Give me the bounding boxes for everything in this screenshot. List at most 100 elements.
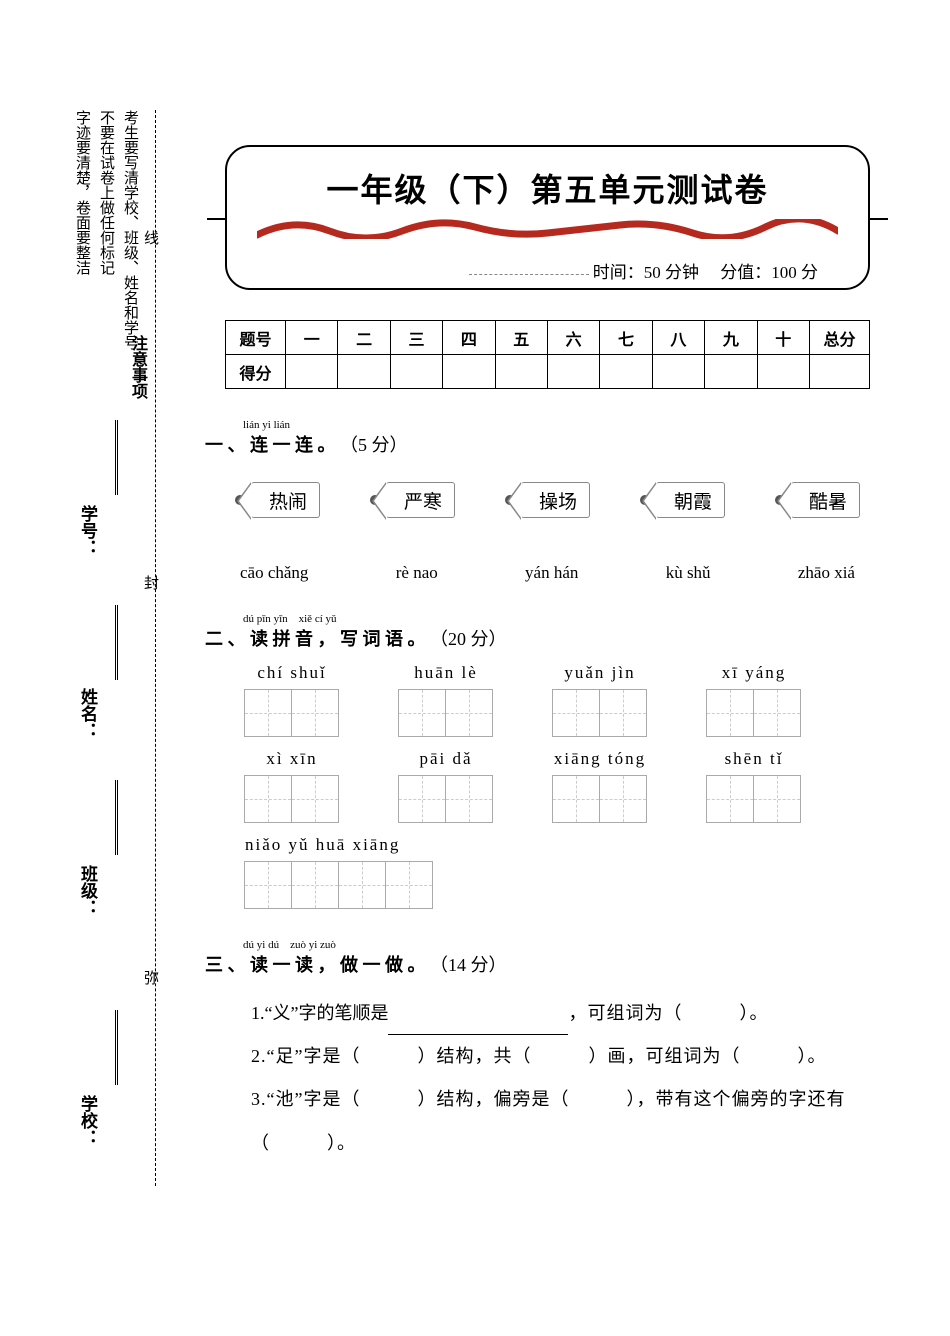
field-xingming: 姓名： <box>75 688 100 739</box>
pinyin: xì xīn <box>266 749 317 769</box>
col-total: 总分 <box>810 321 870 355</box>
title-banner: 一年级（下）第五单元测试卷 时间：50 分钟 分值：100 分 <box>225 145 870 290</box>
score-table: 题号 一 二 三 四 五 六 七 八 九 十 总分 得分 <box>225 320 870 389</box>
main-content: 一年级（下）第五单元测试卷 时间：50 分钟 分值：100 分 题号 一 二 <box>225 145 870 1165</box>
q3-items: 1.“义”字的笔顺是，可组词为（ ）。 2.“足”字是（ ）结构，共（ ）画，可… <box>225 992 870 1165</box>
q2-number: 二 、 <box>205 629 246 649</box>
paper-title: 一年级（下）第五单元测试卷 <box>257 165 838 211</box>
q2-title: dú pīn yīn xiě cí yǔ 二 、 读 拼 音 ， 写 词 语 。… <box>205 613 870 651</box>
q2-row-1: chí shuǐ huān lè yuǎn jìn xī yáng <box>225 663 870 737</box>
blank-line <box>115 780 118 855</box>
q1-title: lián yi lián 一 、 连 一 连 。 （5 分） <box>205 419 870 457</box>
instruction-3: 字迹要清楚，卷面要整洁 <box>74 110 90 275</box>
cell[interactable] <box>338 355 390 389</box>
question-3: dú yi dú zuò yi zuò 三 、 读 一 读 ， 做 一 做 。 … <box>225 939 870 1165</box>
wave-decoration <box>257 219 838 239</box>
q2-text: 读 拼 音 ， 写 词 语 。 <box>250 629 426 649</box>
cell[interactable] <box>443 355 495 389</box>
tag-item[interactable]: 酷暑 <box>775 482 860 518</box>
q1-pinyin-row: cāo chǎng rè nao yán hán kù shǔ zhāo xiá <box>225 563 870 583</box>
marker-mi: 弥 <box>140 970 161 985</box>
word-group: pāi dǎ <box>399 749 493 823</box>
char-boxes[interactable] <box>553 689 647 737</box>
char-boxes[interactable] <box>245 689 339 737</box>
cell[interactable] <box>600 355 652 389</box>
col-10: 十 <box>757 321 809 355</box>
fold-line <box>155 110 156 1186</box>
col-6: 六 <box>547 321 599 355</box>
q2-row-2: xì xīn pāi dǎ xiāng tóng shēn tǐ <box>225 749 870 823</box>
col-2: 二 <box>338 321 390 355</box>
word-group: niǎo yǔ huā xiāng <box>245 835 433 909</box>
col-1: 一 <box>286 321 338 355</box>
char-boxes[interactable] <box>245 861 433 909</box>
cell[interactable] <box>810 355 870 389</box>
char-boxes[interactable] <box>553 775 647 823</box>
pinyin-option[interactable]: rè nao <box>396 563 438 583</box>
q1-tags: 热闹 严寒 操场 朝霞 酷暑 <box>225 482 870 518</box>
test-paper-page: 考生要写清学校、班级、姓名和学号 不要在试卷上做任何标记 字迹要清楚，卷面要整洁… <box>0 0 950 1336</box>
col-5: 五 <box>495 321 547 355</box>
field-xuexiao: 学校： <box>75 1095 100 1146</box>
q3-points: （14 分） <box>430 955 507 975</box>
cell[interactable] <box>652 355 704 389</box>
blank-line <box>115 420 118 495</box>
time-label: 时间：50 分钟 <box>593 263 699 282</box>
score-header-row: 题号 一 二 三 四 五 六 七 八 九 十 总分 <box>226 321 870 355</box>
pinyin: niǎo yǔ huā xiāng <box>245 835 400 855</box>
col-8: 八 <box>652 321 704 355</box>
score-value-row: 得分 <box>226 355 870 389</box>
q1-ruby: lián yi lián <box>205 419 870 431</box>
instruction-1: 考生要写清学校、班级、姓名和学号 <box>122 110 138 350</box>
tag-item[interactable]: 操场 <box>505 482 590 518</box>
col-7: 七 <box>600 321 652 355</box>
word-group: xì xīn <box>245 749 339 823</box>
tag-label: 严寒 <box>386 482 455 518</box>
row-label: 得分 <box>226 355 286 389</box>
q3-item-1: 1.“义”字的笔顺是，可组词为（ ）。 <box>251 992 870 1035</box>
cell[interactable] <box>495 355 547 389</box>
col-9: 九 <box>705 321 757 355</box>
tag-label: 朝霞 <box>656 482 725 518</box>
char-boxes[interactable] <box>707 775 801 823</box>
instruction-2: 不要在试卷上做任何标记 <box>98 110 114 275</box>
meta-line: 时间：50 分钟 分值：100 分 <box>257 258 838 283</box>
q2-row-3: niǎo yǔ huā xiāng <box>225 835 870 909</box>
q3-number: 三 、 <box>205 955 246 975</box>
blank-line <box>115 605 118 680</box>
pinyin: chí shuǐ <box>257 663 326 683</box>
field-banji: 班级： <box>75 865 100 916</box>
char-boxes[interactable] <box>399 775 493 823</box>
tag-item[interactable]: 热闹 <box>235 482 320 518</box>
col-label: 题号 <box>226 321 286 355</box>
col-3: 三 <box>390 321 442 355</box>
char-boxes[interactable] <box>245 775 339 823</box>
pinyin: pāi dǎ <box>419 749 472 769</box>
pinyin: xī yáng <box>722 663 787 683</box>
q3-title: dú yi dú zuò yi zuò 三 、 读 一 读 ， 做 一 做 。 … <box>205 939 870 977</box>
char-boxes[interactable] <box>707 689 801 737</box>
pinyin: shēn tǐ <box>725 749 784 769</box>
cell[interactable] <box>705 355 757 389</box>
score-label: 分值：100 分 <box>720 263 818 282</box>
word-group: xī yáng <box>707 663 801 737</box>
field-xuehao: 学号： <box>75 505 100 556</box>
tag-label: 热闹 <box>251 482 320 518</box>
pinyin-option[interactable]: kù shǔ <box>666 563 711 583</box>
pinyin-option[interactable]: zhāo xiá <box>798 563 855 583</box>
pinyin-option[interactable]: cāo chǎng <box>240 563 308 583</box>
cell[interactable] <box>390 355 442 389</box>
char-boxes[interactable] <box>399 689 493 737</box>
cell[interactable] <box>757 355 809 389</box>
pinyin-option[interactable]: yán hán <box>525 563 578 583</box>
cell[interactable] <box>547 355 599 389</box>
question-1: lián yi lián 一 、 连 一 连 。 （5 分） 热闹 严寒 操场 … <box>225 419 870 583</box>
word-group: shēn tǐ <box>707 749 801 823</box>
marker-feng: 封 <box>140 575 161 590</box>
tag-item[interactable]: 严寒 <box>370 482 455 518</box>
binding-strip: 考生要写清学校、班级、姓名和学号 不要在试卷上做任何标记 字迹要清楚，卷面要整洁… <box>85 110 175 1186</box>
q3-text: 读 一 读 ， 做 一 做 。 <box>250 955 426 975</box>
cell[interactable] <box>286 355 338 389</box>
tag-item[interactable]: 朝霞 <box>640 482 725 518</box>
question-2: dú pīn yīn xiě cí yǔ 二 、 读 拼 音 ， 写 词 语 。… <box>225 613 870 909</box>
